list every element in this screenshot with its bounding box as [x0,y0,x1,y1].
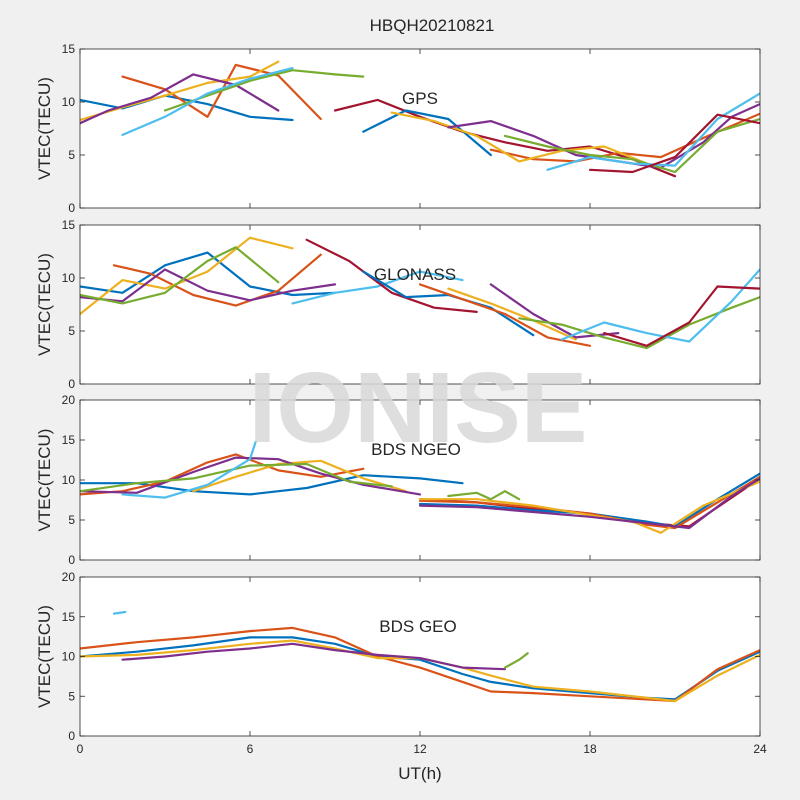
y-tick-label: 15 [62,218,76,232]
series-group [80,440,760,534]
panel-annotation: GLONASS [374,265,456,284]
series-line [80,268,337,303]
subplot: 0 5 10 15 VTEC(TECU) GPS [35,42,761,215]
series-line [192,459,407,493]
y-tick-label: 15 [62,42,76,56]
subplots: 0 5 10 15 VTEC(TECU) GPS 0 5 10 15 VTEC(TECU) GLONA… [35,42,767,756]
x-tick-label: 18 [583,742,597,756]
y-axis-label: VTEC(TECU) [35,605,54,708]
series-line [80,462,393,493]
series-line [447,287,577,341]
y-tick-label: 0 [68,201,75,215]
series-line [80,251,337,297]
y-tick-label: 5 [68,513,75,527]
y-tick-label: 0 [68,553,75,567]
plot-area [80,577,760,736]
y-tick-label: 0 [68,729,75,743]
y-tick-label: 15 [62,433,76,447]
series-line [362,109,492,157]
x-tick-label: 24 [753,742,767,756]
series-line [121,66,294,136]
plot-area [80,225,760,384]
y-tick-label: 5 [68,148,75,162]
y-tick-label: 0 [68,377,75,391]
series-line [112,253,322,307]
x-tick-label: 6 [247,742,254,756]
y-tick-label: 20 [62,393,76,407]
series-line [121,642,507,671]
series-line [80,246,280,305]
y-tick-label: 20 [62,570,76,584]
series-line [80,94,294,122]
series-line [447,490,521,501]
y-tick-label: 10 [62,95,76,109]
y-tick-label: 15 [62,610,76,624]
y-tick-label: 10 [62,650,76,664]
y-axis-label: VTEC(TECU) [35,429,54,532]
plot-area [80,49,760,208]
figure-title: HBQH20210821 [370,16,495,35]
series-line [333,98,677,178]
x-tick-label: 0 [77,742,84,756]
subplot: 0 6 12 18 24 0 5 10 15 20 VTEC(TECU) BDS GEO [35,570,767,756]
y-tick-label: 5 [68,689,75,703]
watermark: IONISE [249,352,588,464]
series-line [291,270,464,305]
series-line [518,296,760,350]
series-line [418,477,760,530]
series-line [603,285,760,347]
panel-annotation: BDS GEO [379,617,456,636]
series-line [80,73,280,125]
subplot: 0 5 10 15 VTEC(TECU) GLONASS [35,218,761,391]
series-line [80,453,365,496]
series-line [588,113,760,174]
y-tick-label: 10 [62,473,76,487]
y-tick-label: 5 [68,324,75,338]
series-line [112,610,127,615]
panel-annotation: GPS [402,89,438,108]
series-line [390,111,648,165]
series-line [503,117,760,174]
series-line [503,652,529,669]
panel-annotation: BDS NGEO [371,440,461,459]
x-axis-label: UT(h) [398,764,441,783]
y-axis-label: VTEC(TECU) [35,77,54,180]
plot-area [80,400,760,560]
y-tick-label: 10 [62,271,76,285]
series-line [305,238,478,313]
series-group [80,610,760,703]
series-line [560,268,760,343]
x-tick-label: 12 [413,742,427,756]
y-axis-label: VTEC(TECU) [35,253,54,356]
series-line [121,440,257,499]
subplot: 0 5 10 15 20 VTEC(TECU) BDS NGEO [35,393,761,567]
series-group [80,60,760,178]
series-group [80,236,760,350]
series-line [80,474,464,496]
